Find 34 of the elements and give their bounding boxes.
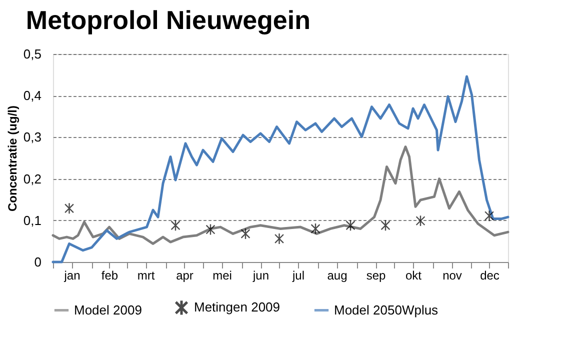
point	[274, 232, 284, 245]
line-series	[52, 146, 510, 245]
x-tick-label: nov	[442, 268, 462, 282]
x-tick-label: jul	[291, 268, 305, 282]
x-tick-label: dec	[480, 268, 500, 282]
point	[240, 228, 250, 240]
point	[64, 202, 74, 214]
y-tick-label: 0,3	[23, 130, 42, 145]
point	[170, 220, 180, 232]
legend-label: Metingen 2009	[194, 300, 280, 315]
point	[310, 222, 320, 235]
x-tick-label: apr	[176, 268, 194, 282]
point	[484, 210, 494, 222]
x-tick-label: mrt	[137, 268, 156, 282]
y-tick-label: 0,1	[23, 212, 42, 228]
point	[380, 220, 390, 232]
legend-label: Model 2050Wplus	[334, 302, 439, 318]
chart-title: Metoprolol Nieuwegein	[26, 5, 311, 35]
x-tick-label: sep	[366, 268, 386, 282]
y-tick-label: 0,4	[23, 88, 42, 104]
legend-label: Model 2009	[74, 302, 142, 318]
x-tick-label: feb	[101, 268, 118, 282]
x-tick-label: aug	[327, 268, 348, 282]
x-tick-label: jun	[252, 268, 270, 282]
y-tick-label: 0,5	[23, 46, 42, 62]
y-axis-title: Concentratie (ug/l)	[5, 105, 20, 212]
y-tick-label: 0	[34, 254, 42, 270]
point	[416, 214, 426, 227]
y-tick-label: 0,2	[23, 171, 42, 186]
point	[346, 220, 356, 232]
x-tick-label: mei	[212, 268, 232, 282]
x-tick-label: jan	[63, 268, 80, 282]
point	[206, 224, 216, 236]
x-tick-label: okt	[405, 268, 422, 282]
